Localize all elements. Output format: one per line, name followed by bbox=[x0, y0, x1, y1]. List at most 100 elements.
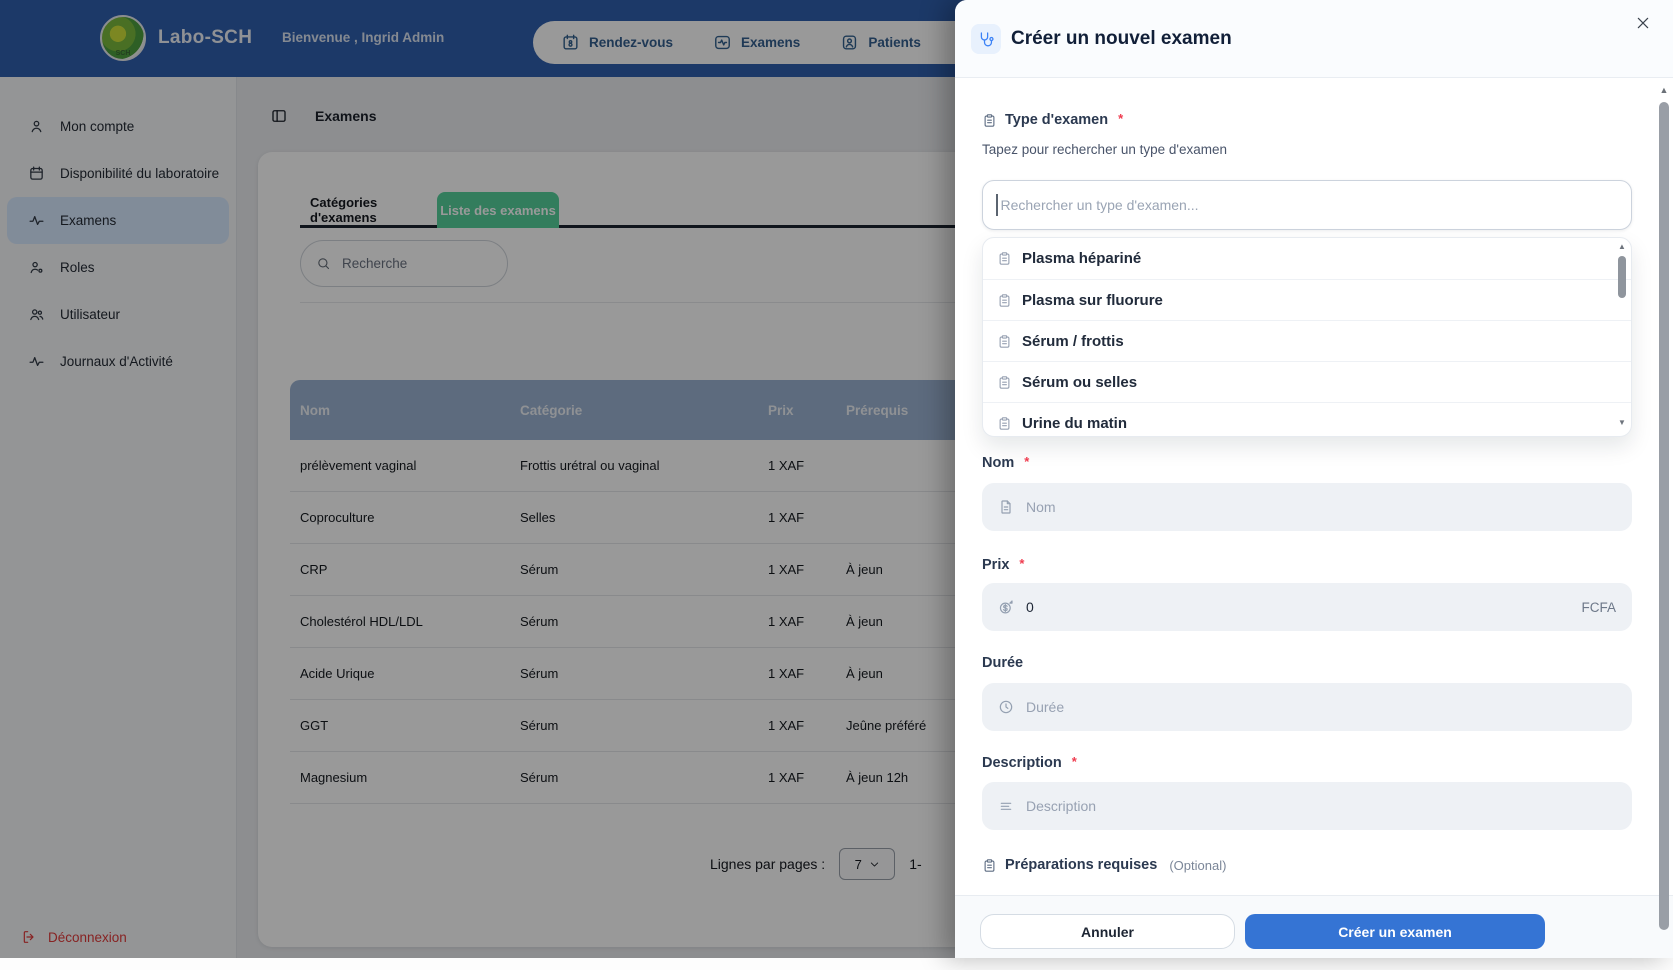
sidebar-item-utilisateur[interactable]: Utilisateur bbox=[7, 291, 229, 338]
create-exam-button[interactable]: Créer un examen bbox=[1245, 914, 1545, 949]
cell-categorie: Sérum bbox=[520, 666, 559, 681]
duree-input[interactable] bbox=[1026, 699, 1616, 715]
logo-text: SCH bbox=[115, 50, 131, 57]
column-header: Catégorie bbox=[520, 402, 583, 418]
logout-label: Déconnexion bbox=[48, 929, 127, 945]
column-header: Nom bbox=[300, 402, 330, 418]
nom-input[interactable] bbox=[1026, 499, 1616, 515]
scroll-down-icon[interactable]: ▼ bbox=[1618, 418, 1626, 427]
nav-item-label: Patients bbox=[868, 35, 921, 50]
dropdown-scroll-thumb[interactable] bbox=[1618, 256, 1626, 298]
cell-categorie: Sérum bbox=[520, 562, 559, 577]
description-field bbox=[982, 782, 1632, 830]
logout-icon bbox=[21, 929, 37, 945]
sidebar-item-mon-compte[interactable]: Mon compte bbox=[7, 103, 229, 150]
clock-icon bbox=[998, 699, 1014, 715]
exam-type-option[interactable]: Sérum ou selles bbox=[983, 361, 1631, 402]
cell-categorie: Sérum bbox=[520, 614, 559, 629]
search-input[interactable] bbox=[342, 256, 482, 271]
tab-categories-examens[interactable]: Catégories d'examens bbox=[310, 195, 378, 225]
description-label: Description * bbox=[982, 754, 1077, 772]
welcome-text: Bienvenue , Ingrid Admin bbox=[282, 30, 445, 45]
chevron-down-icon bbox=[869, 859, 880, 870]
cell-prix: 1 XAF bbox=[768, 562, 805, 577]
cell-prix: 1 XAF bbox=[768, 458, 805, 473]
create-exam-drawer: Créer un nouvel examen Type d'examen * T… bbox=[955, 0, 1673, 958]
cell-nom: CRP bbox=[300, 562, 328, 577]
panel-toggle-icon[interactable] bbox=[270, 107, 288, 125]
sidebar-item-journaux-d-activit-[interactable]: Journaux d'Activité bbox=[7, 338, 229, 385]
dropdown-scrollbar[interactable]: ▲ ▼ bbox=[1617, 243, 1627, 433]
calendar-icon bbox=[28, 165, 45, 182]
type-exam-search-input[interactable] bbox=[997, 197, 1631, 213]
sidebar-item-disponibilit-du-laboratoire[interactable]: Disponibilité du laboratoire bbox=[7, 150, 229, 197]
sidebar-item-examens[interactable]: Examens bbox=[7, 197, 229, 244]
tab-liste-des-examens[interactable]: Liste des examens bbox=[437, 192, 559, 228]
rows-per-page-select[interactable]: 7 bbox=[839, 848, 896, 880]
drawer-scrollbar[interactable]: ▲ bbox=[1658, 86, 1670, 952]
cell-prix: 1 XAF bbox=[768, 666, 805, 681]
required-asterisk: * bbox=[1118, 110, 1124, 126]
sidebar-item-label: Examens bbox=[60, 213, 117, 228]
type-exam-label-text: Type d'examen bbox=[1005, 112, 1109, 128]
close-icon[interactable] bbox=[1635, 15, 1651, 31]
clipboard-icon bbox=[997, 416, 1012, 431]
sidebar-list: Mon compte Disponibilité du laboratoire Ex… bbox=[0, 77, 236, 385]
logout-button[interactable]: Déconnexion bbox=[21, 929, 127, 945]
search-icon bbox=[316, 256, 331, 271]
scroll-up-icon[interactable]: ▲ bbox=[1618, 242, 1626, 251]
users-icon bbox=[28, 306, 45, 323]
activity-icon bbox=[28, 212, 45, 229]
cell-nom: Acide Urique bbox=[300, 666, 375, 681]
cell-nom: GGT bbox=[300, 718, 329, 733]
type-exam-dropdown: Plasma hépariné Plasma sur fluorure Sérum … bbox=[982, 237, 1632, 437]
stethoscope-icon bbox=[978, 31, 995, 48]
exam-type-option-label: Urine du matin bbox=[1022, 414, 1128, 432]
user-icon bbox=[28, 118, 45, 135]
scroll-up-icon[interactable]: ▲ bbox=[1659, 85, 1669, 95]
activity-icon bbox=[28, 353, 45, 370]
page-title: Examens bbox=[315, 108, 377, 124]
exam-type-option[interactable]: Urine du matin bbox=[983, 402, 1631, 436]
description-label-text: Description bbox=[982, 755, 1062, 771]
app-logo: SCH bbox=[100, 15, 146, 61]
nom-label: Nom * bbox=[982, 453, 1030, 472]
exam-type-option-label: Sérum / frottis bbox=[1022, 332, 1124, 350]
cell-nom: prélèvement vaginal bbox=[300, 458, 417, 473]
cancel-button[interactable]: Annuler bbox=[980, 914, 1235, 949]
breadcrumb-row: Examens bbox=[270, 107, 376, 125]
rows-per-page-value: 7 bbox=[854, 856, 862, 872]
preparations-label: Préparations requises (Optional) bbox=[982, 857, 1226, 873]
sidebar-item-label: Mon compte bbox=[60, 119, 135, 134]
required-asterisk: * bbox=[1024, 453, 1030, 469]
exam-type-option[interactable]: Plasma hépariné bbox=[983, 238, 1631, 279]
sidebar-item-roles[interactable]: Roles bbox=[7, 244, 229, 291]
preparations-label-text: Préparations requises bbox=[1005, 857, 1158, 873]
type-exam-helper: Tapez pour rechercher un type d'examen bbox=[982, 142, 1227, 157]
text-caret bbox=[996, 194, 998, 216]
clipboard-icon bbox=[982, 858, 997, 873]
drawer-scroll-thumb[interactable] bbox=[1659, 102, 1669, 930]
drawer-title: Créer un nouvel examen bbox=[1011, 28, 1232, 49]
page-range: 1- bbox=[909, 856, 922, 872]
nav-item-examens[interactable]: Examens bbox=[713, 33, 800, 52]
exam-type-option[interactable]: Sérum / frottis bbox=[983, 320, 1631, 361]
exam-type-option[interactable]: Plasma sur fluorure bbox=[983, 279, 1631, 320]
cell-prerequis: À jeun bbox=[846, 614, 883, 629]
nav-item-patients[interactable]: Patients bbox=[840, 33, 921, 52]
nav-item-rendez-vous[interactable]: Rendez-vous bbox=[561, 33, 673, 52]
nom-field bbox=[982, 483, 1632, 531]
sidebar-item-label: Roles bbox=[60, 260, 95, 275]
card-divider bbox=[300, 302, 1555, 303]
column-header: Prix bbox=[768, 402, 794, 418]
description-input[interactable] bbox=[1026, 798, 1616, 814]
column-header: Prérequis bbox=[846, 402, 909, 418]
prix-input[interactable] bbox=[1026, 599, 1570, 615]
table-search bbox=[300, 240, 508, 287]
duree-label: Durée bbox=[982, 655, 1023, 671]
prix-field: FCFA bbox=[982, 583, 1632, 631]
nom-label-text: Nom bbox=[982, 455, 1015, 471]
cell-nom: Magnesium bbox=[300, 770, 368, 785]
duree-field bbox=[982, 683, 1632, 731]
